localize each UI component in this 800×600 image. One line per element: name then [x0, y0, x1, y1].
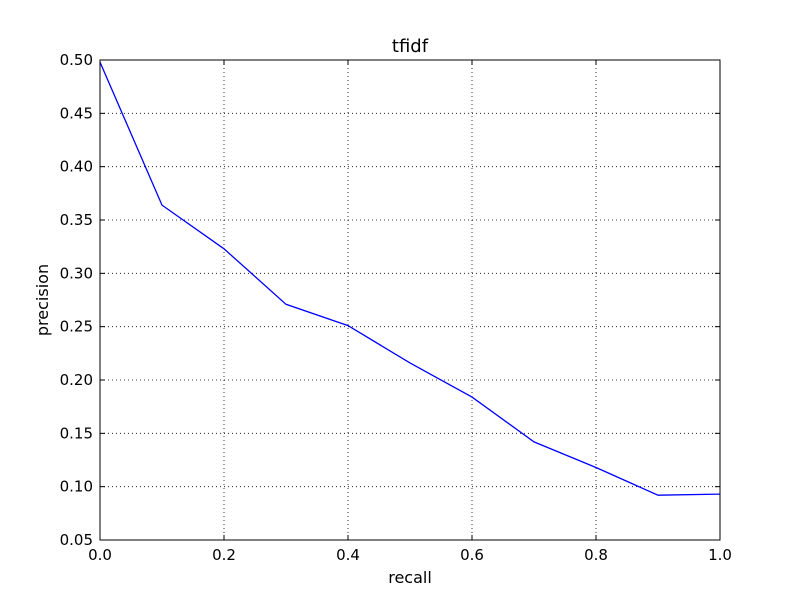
y-tick-label: 0.05 [60, 531, 93, 549]
y-tick-label: 0.40 [60, 158, 93, 176]
x-tick-label: 0.0 [88, 546, 112, 564]
y-tick-labels: 0.05 0.10 0.15 0.20 0.25 0.30 0.35 0.40 0.45 0.50 [60, 51, 93, 549]
x-tick-label: 0.4 [336, 546, 360, 564]
y-tick-label: 0.10 [60, 478, 93, 496]
y-tick-label: 0.35 [60, 211, 93, 229]
tick-layer [99, 59, 721, 541]
y-tick-label: 0.25 [60, 318, 93, 336]
series-layer [99, 61, 721, 496]
x-axis-label: recall [388, 568, 432, 587]
y-tick-label: 0.15 [60, 424, 93, 442]
x-tick-label: 1.0 [708, 546, 732, 564]
series-line [99, 61, 721, 496]
chart-title: tfidf [392, 36, 429, 57]
x-tick-label: 0.6 [460, 546, 484, 564]
y-tick-label: 0.20 [60, 371, 93, 389]
x-tick-label: 0.2 [212, 546, 236, 564]
y-axis-label: precision [33, 264, 52, 336]
y-tick-label: 0.50 [60, 51, 93, 69]
grid-layer [100, 60, 720, 540]
y-tick-label: 0.45 [60, 104, 93, 122]
plot-frame [99, 59, 721, 541]
y-tick-label: 0.30 [60, 264, 93, 282]
x-tick-label: 0.8 [584, 546, 608, 564]
x-tick-labels: 0.0 0.2 0.4 0.6 0.8 1.0 [88, 546, 732, 564]
